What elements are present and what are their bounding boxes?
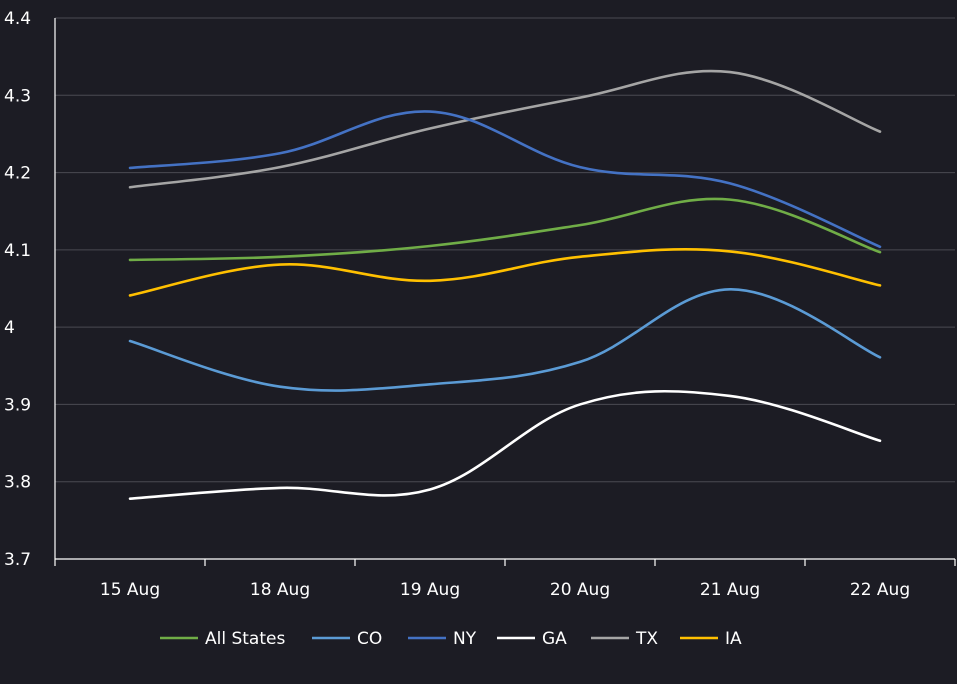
series-line-ga <box>128 389 882 501</box>
legend-label: IA <box>725 629 742 649</box>
series-line-co <box>128 287 882 392</box>
legend-item-co: CO <box>312 629 382 649</box>
legend-item-ia: IA <box>680 629 742 649</box>
y-tick-label: 4 <box>4 318 15 338</box>
x-tick-label: 18 Aug <box>250 580 310 600</box>
x-axis: 15 Aug 18 Aug 19 Aug 20 Aug 21 Aug 22 Aug <box>54 558 956 600</box>
legend-label: CO <box>357 629 382 649</box>
legend: All States CO NY GA TX IA <box>160 629 742 649</box>
gridlines <box>55 17 955 483</box>
legend-label: TX <box>635 629 658 649</box>
series-line-ia <box>128 248 882 297</box>
y-tick-label: 3.9 <box>4 395 31 415</box>
x-tick-label: 19 Aug <box>400 580 460 600</box>
legend-item-tx: TX <box>591 629 658 649</box>
y-tick-label: 3.8 <box>4 473 31 493</box>
y-tick-label: 4.2 <box>4 164 31 184</box>
x-tick-label: 15 Aug <box>100 580 160 600</box>
series-line-tx <box>128 69 882 189</box>
legend-label: All States <box>205 629 285 649</box>
x-tick-label: 21 Aug <box>700 580 760 600</box>
legend-item-all-states: All States <box>160 629 285 649</box>
series-line-ny <box>128 110 882 249</box>
legend-item-ga: GA <box>497 629 567 649</box>
y-tick-label: 4.4 <box>4 9 31 29</box>
x-tick-label: 22 Aug <box>850 580 910 600</box>
y-tick-label: 4.1 <box>4 241 31 261</box>
series-lines <box>128 69 882 501</box>
series-line-all-states <box>128 197 882 262</box>
x-tick-label: 20 Aug <box>550 580 610 600</box>
legend-item-ny: NY <box>408 629 477 649</box>
y-tick-label: 3.7 <box>4 550 31 570</box>
y-axis: 3.7 3.8 3.9 4 4.1 4.2 4.3 4.4 <box>4 9 56 570</box>
legend-label: NY <box>453 629 477 649</box>
y-tick-label: 4.3 <box>4 86 31 106</box>
legend-label: GA <box>542 629 567 649</box>
